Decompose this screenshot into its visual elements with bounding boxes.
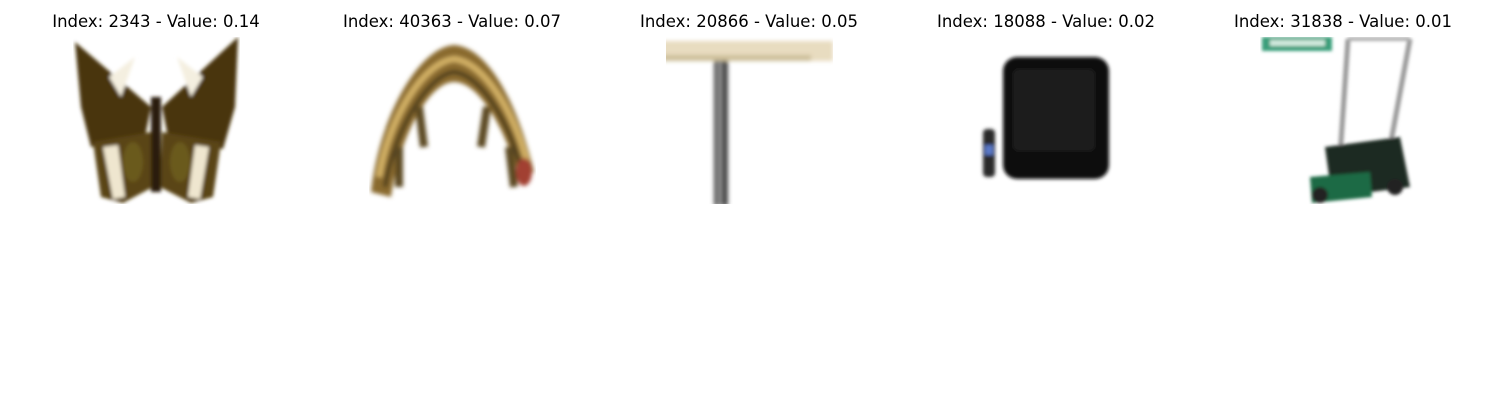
image-panel-4: Index: 18088 - Value: 0.02 [896,0,1196,210]
panel-title: Index: 31838 - Value: 0.01 [1233,12,1452,31]
panel-title: Index: 20866 - Value: 0.05 [639,12,858,31]
image-panel-2: Index: 40363 - Value: 0.07 [302,0,602,210]
image-panel-5: Index: 31838 - Value: 0.01 [1193,0,1493,210]
butterfly-image [73,37,240,204]
panel-title: Index: 18088 - Value: 0.02 [936,12,1155,31]
television-image [963,37,1130,204]
panel-title: Index: 40363 - Value: 0.07 [342,12,561,31]
panel-title: Index: 2343 - Value: 0.14 [52,12,260,31]
lawn-mower-image [1260,37,1427,204]
image-panel-3: Index: 20866 - Value: 0.05 [599,0,899,210]
table-image [666,37,833,204]
image-panel-1: Index: 2343 - Value: 0.14 [6,0,306,210]
caterpillar-image [369,37,536,204]
